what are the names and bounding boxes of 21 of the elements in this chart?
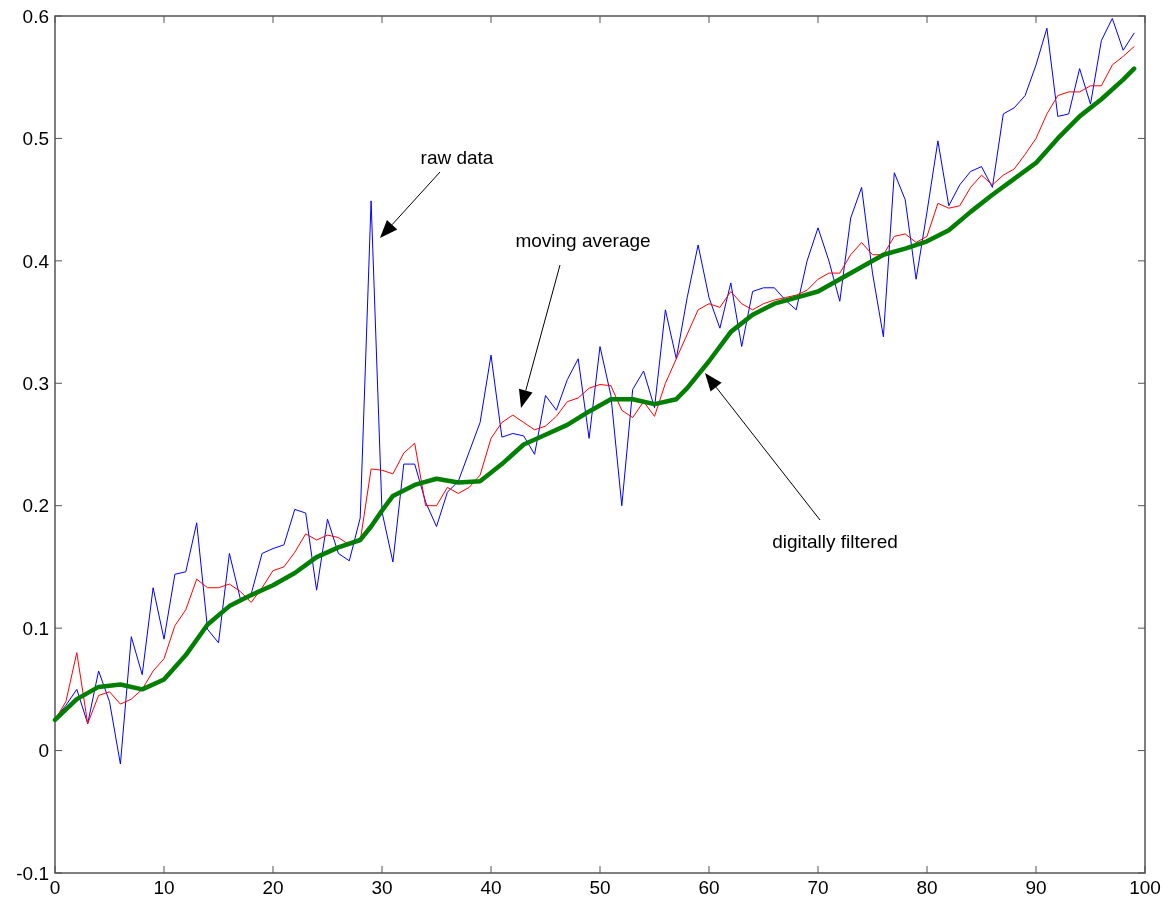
y-tick-label: 0.6 [22,5,49,27]
y-tick-label: -0.1 [16,862,49,884]
x-tick-label: 40 [480,877,502,898]
y-tick-label: 0 [38,740,49,762]
y-tick-label: 0.1 [22,617,49,639]
y-tick-label: 0.4 [22,250,50,272]
annotation: digitally filtered [772,530,898,552]
x-tick-label: 50 [589,877,611,898]
x-tick-label: 90 [1025,877,1047,898]
y-tick-label: 0.2 [22,495,49,517]
x-tick-label: 10 [153,877,175,898]
annotation: raw data [420,146,494,168]
x-tick-label: 70 [807,877,829,898]
y-tick-label: 0.3 [22,372,49,394]
x-tick-label: 60 [698,877,720,898]
x-tick-label: 20 [262,877,284,898]
annotation: moving average [515,229,651,251]
x-tick-label: 100 [1129,877,1161,898]
x-tick-label: 80 [916,877,938,898]
x-tick-label: 30 [371,877,393,898]
y-tick-label: 0.5 [22,128,49,150]
